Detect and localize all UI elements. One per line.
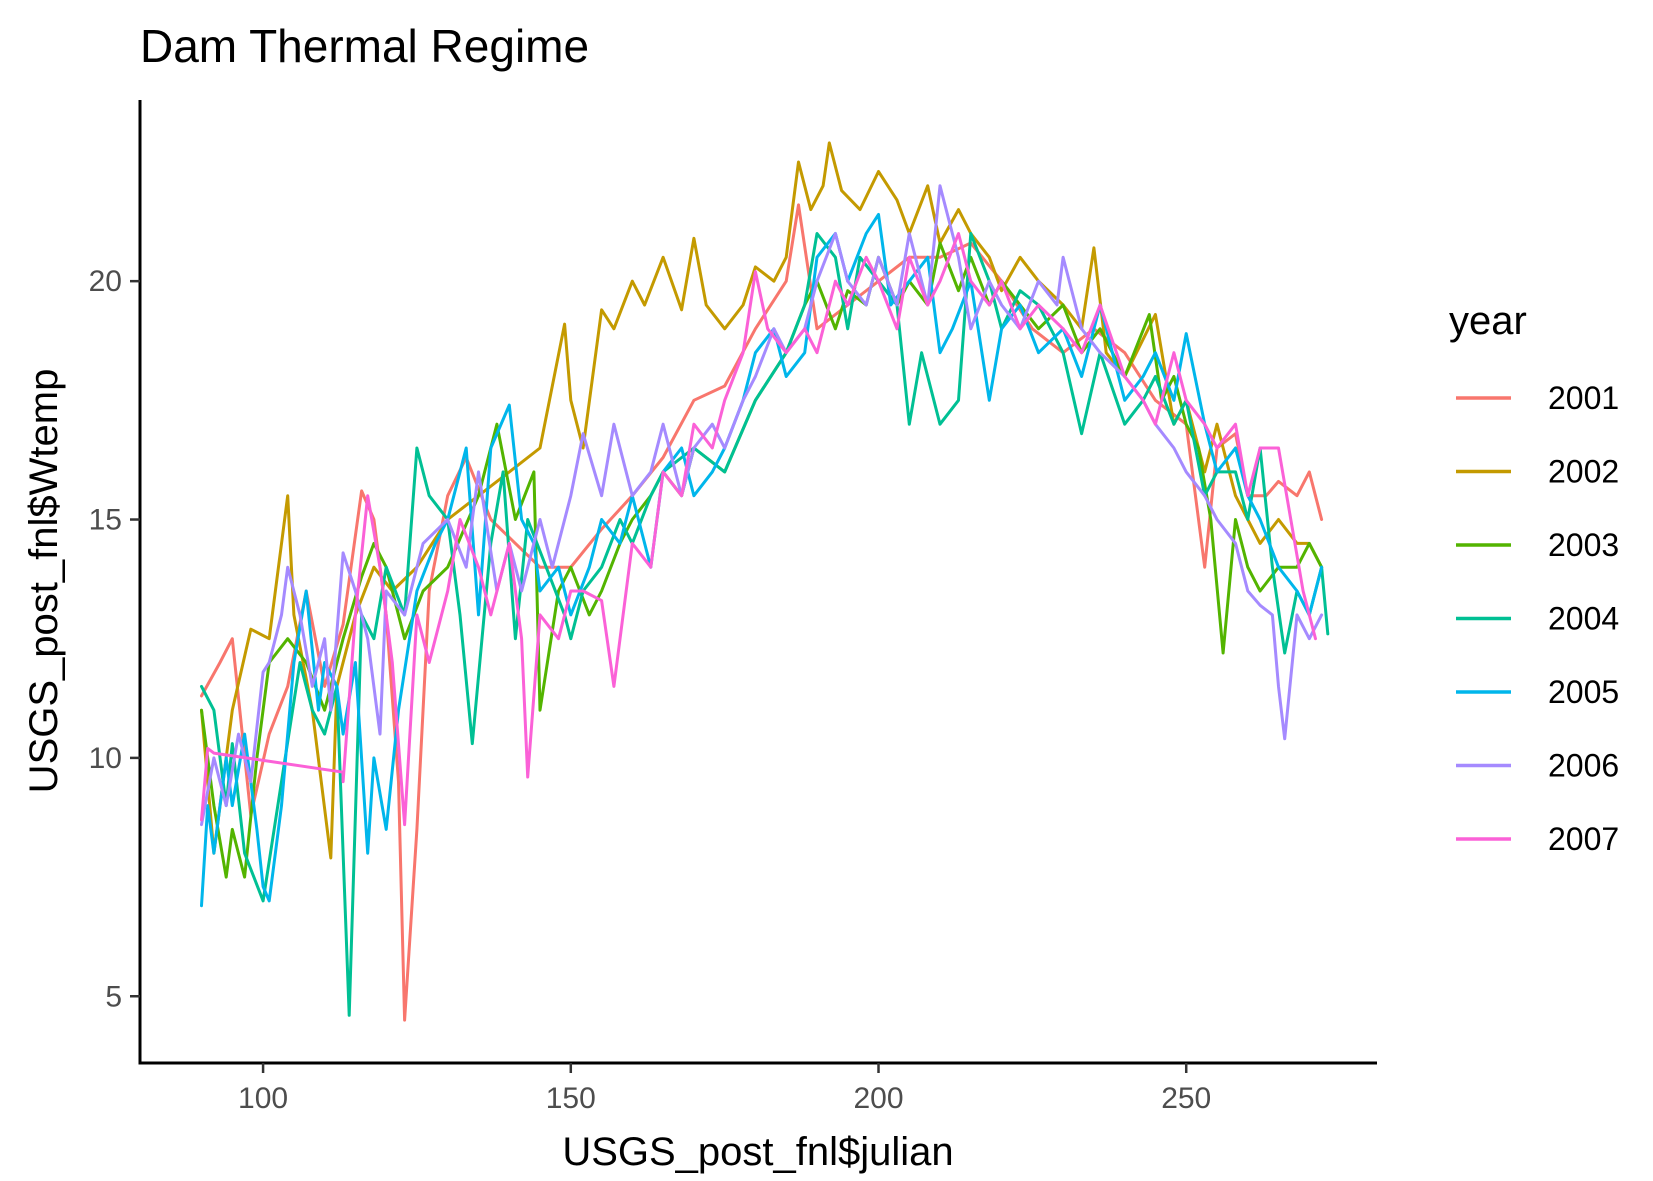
series-line-2007: [200, 232, 1317, 827]
y-tick-label: 10: [89, 742, 122, 775]
x-axis-title: USGS_post_fnl$julian: [562, 1130, 953, 1174]
series-layer: [200, 141, 1330, 1022]
legend: year 2001 2002 2003 2004 2005 2006 2007: [1449, 299, 1619, 857]
x-tick-label: 100: [238, 1082, 288, 1115]
x-tick-label: 200: [853, 1082, 903, 1115]
legend-label-2002: 2002: [1548, 454, 1619, 490]
legend-label-2001: 2001: [1548, 380, 1619, 416]
legend-label-2007: 2007: [1548, 821, 1619, 857]
y-tick-label: 20: [89, 265, 122, 298]
legend-label-2006: 2006: [1548, 748, 1619, 784]
y-tick-label: 5: [105, 980, 122, 1013]
legend-label-2003: 2003: [1548, 527, 1619, 563]
chart-title: Dam Thermal Regime: [140, 20, 589, 72]
legend-title: year: [1449, 299, 1527, 343]
series-line-2004: [200, 232, 1330, 1017]
y-axis-title: USGS_post_fnl$Wtemp: [22, 369, 66, 794]
y-tick-label: 15: [89, 504, 122, 537]
x-tick-label: 150: [546, 1082, 596, 1115]
x-tick-label: 250: [1161, 1082, 1211, 1115]
series-line-2001: [200, 203, 1324, 1022]
y-axis-ticks: 5 10 15 20: [89, 265, 140, 1013]
legend-label-2004: 2004: [1548, 601, 1619, 637]
x-axis-ticks: 100 150 200 250: [238, 1063, 1211, 1115]
legend-label-2005: 2005: [1548, 674, 1619, 710]
legend-items: 2001 2002 2003 2004 2005 2006 2007: [1456, 380, 1619, 857]
